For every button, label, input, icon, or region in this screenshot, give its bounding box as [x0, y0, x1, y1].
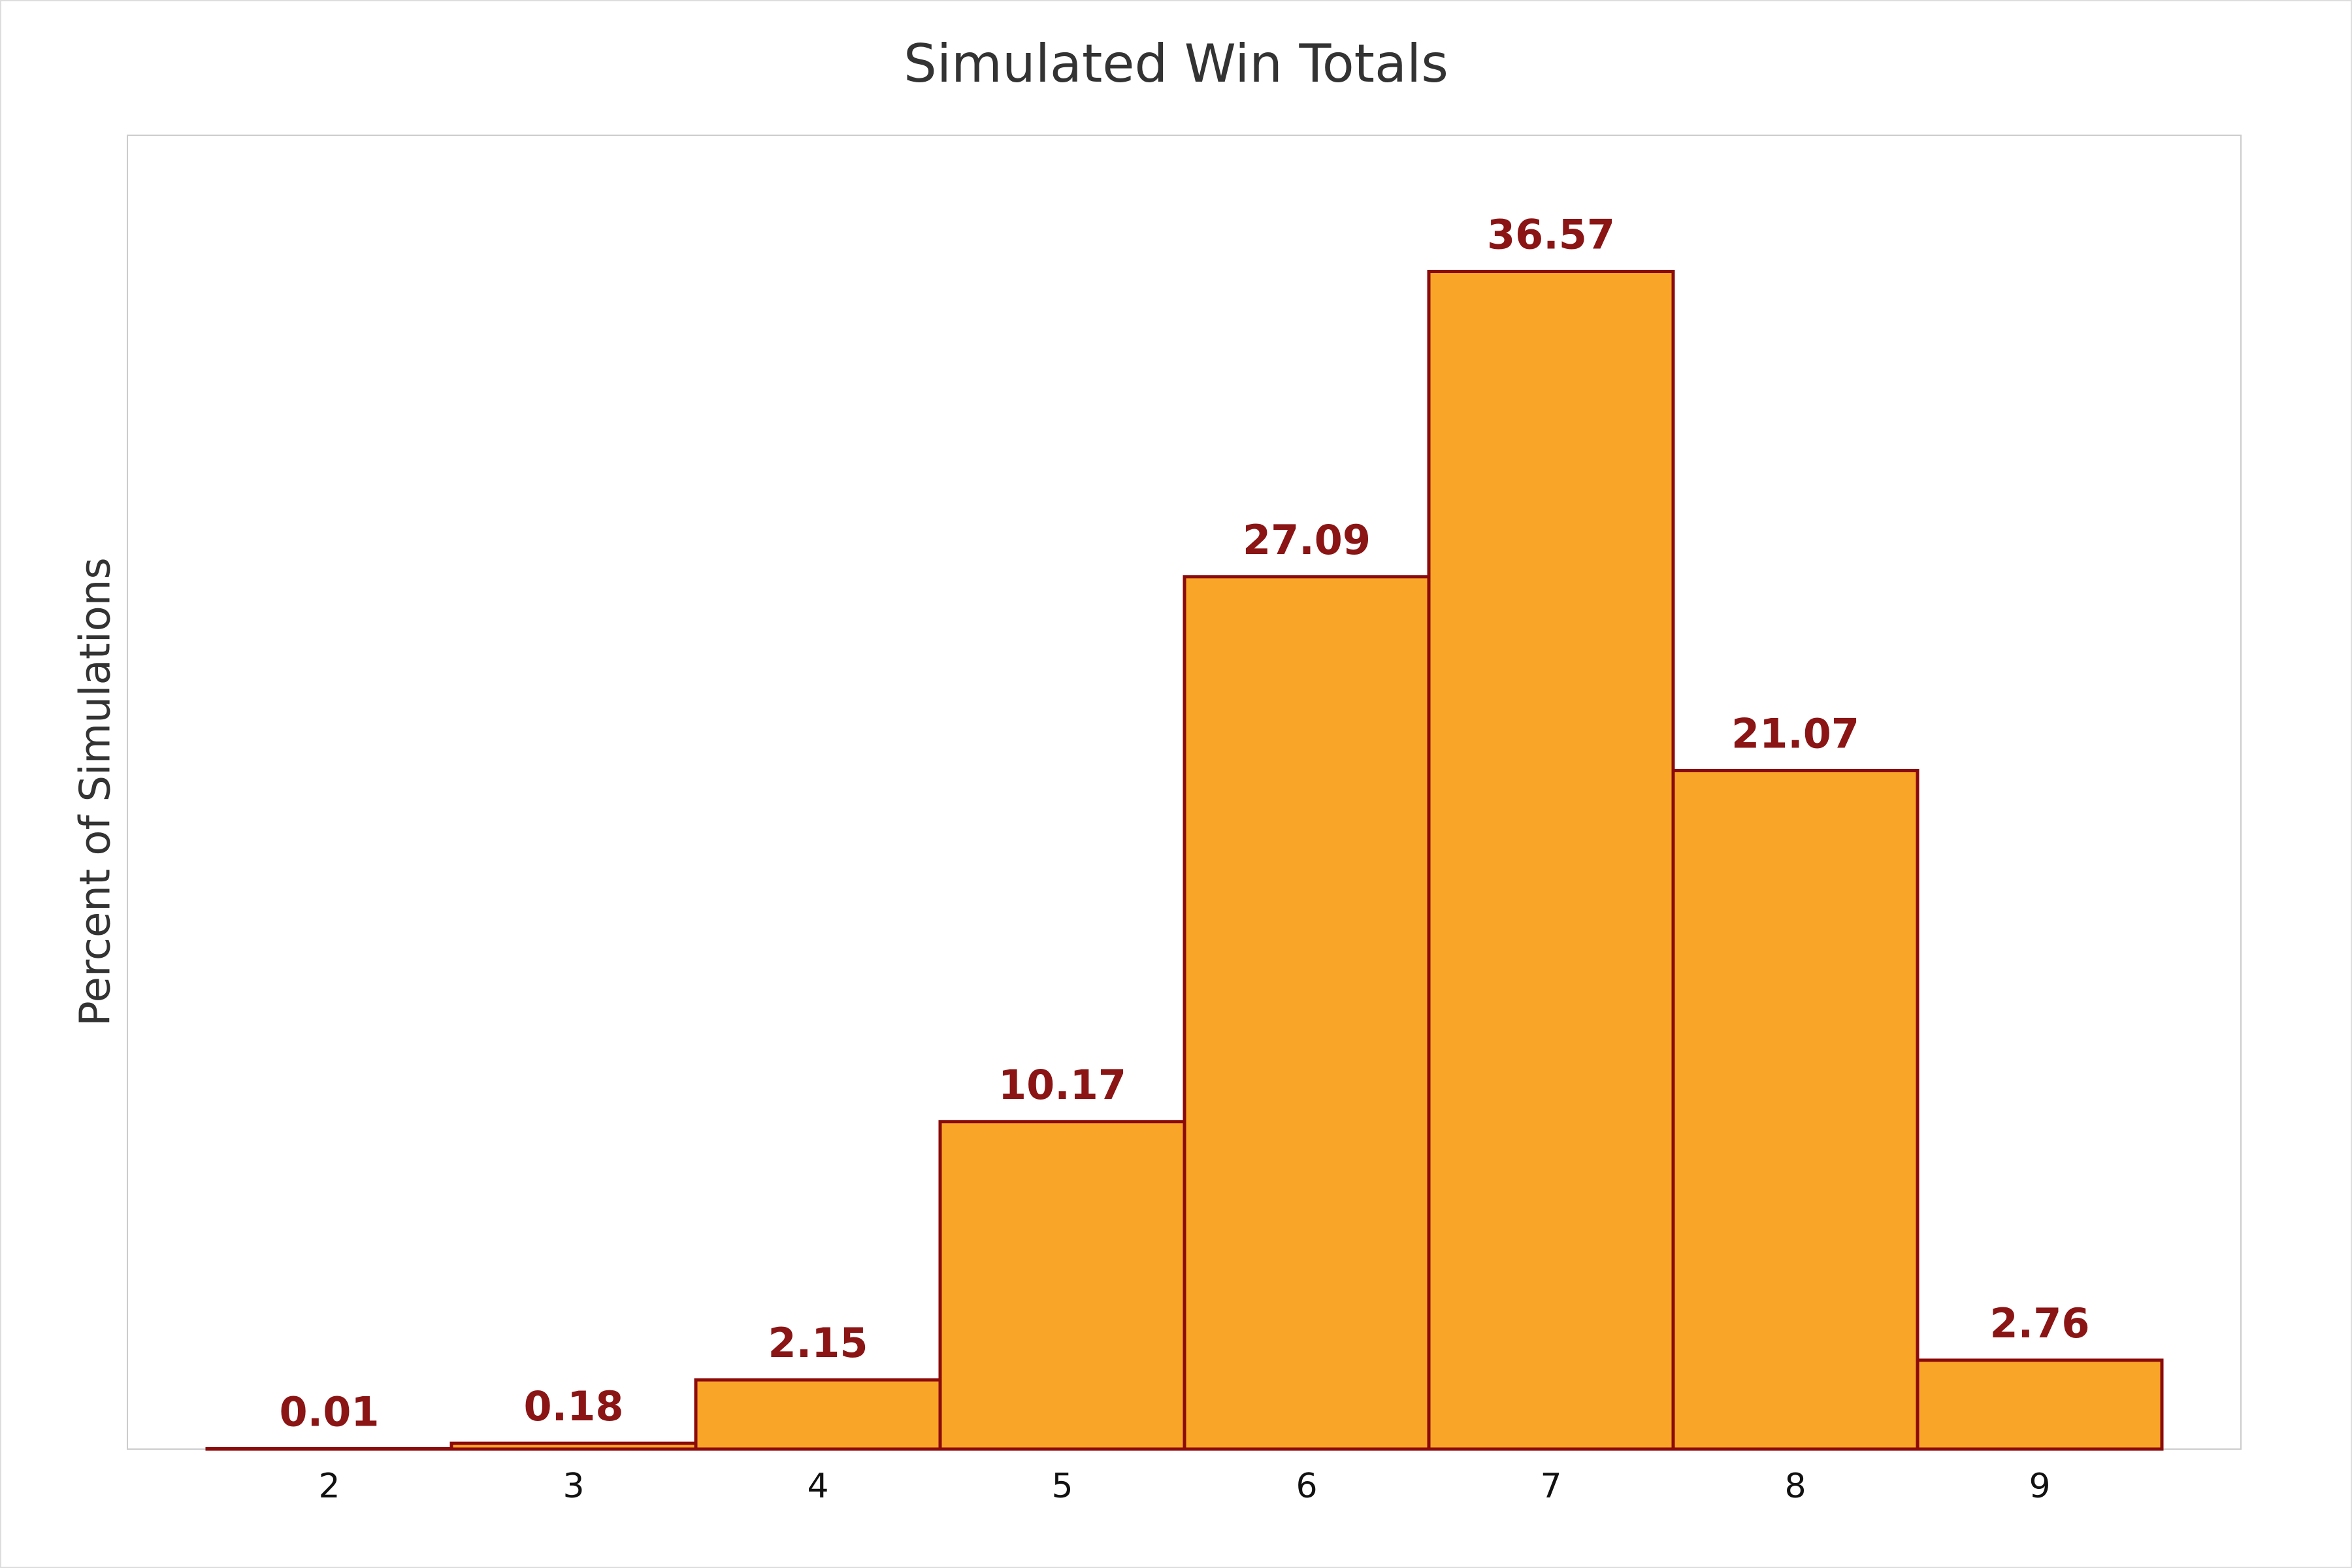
- x-tick-label: 7: [1540, 1467, 1561, 1506]
- x-tick-label: 8: [1784, 1467, 1806, 1506]
- x-tick-label: 5: [1051, 1467, 1073, 1506]
- bar: [694, 1378, 942, 1451]
- bar: [1183, 575, 1431, 1451]
- value-label: 27.09: [1243, 516, 1371, 564]
- chart-title: Simulated Win Totals: [904, 33, 1448, 94]
- value-label: 2.15: [768, 1319, 868, 1367]
- bar: [1671, 768, 1919, 1451]
- x-tick-label: 4: [807, 1467, 828, 1506]
- value-label: 0.01: [280, 1388, 380, 1436]
- bar: [1427, 269, 1675, 1451]
- bar: [449, 1441, 698, 1451]
- x-tick-label: 2: [318, 1467, 340, 1506]
- value-label: 36.57: [1487, 211, 1615, 259]
- bar: [938, 1120, 1186, 1451]
- x-tick-label: 6: [1296, 1467, 1317, 1506]
- value-label: 0.18: [524, 1382, 624, 1430]
- x-tick-label: 3: [563, 1467, 584, 1506]
- value-label: 21.07: [1731, 710, 1859, 758]
- y-axis-label: Percent of Simulations: [72, 557, 120, 1026]
- value-label: 2.76: [1990, 1299, 2090, 1347]
- value-label: 10.17: [998, 1061, 1126, 1109]
- x-tick-label: 9: [2029, 1467, 2050, 1506]
- bar: [1916, 1358, 2164, 1451]
